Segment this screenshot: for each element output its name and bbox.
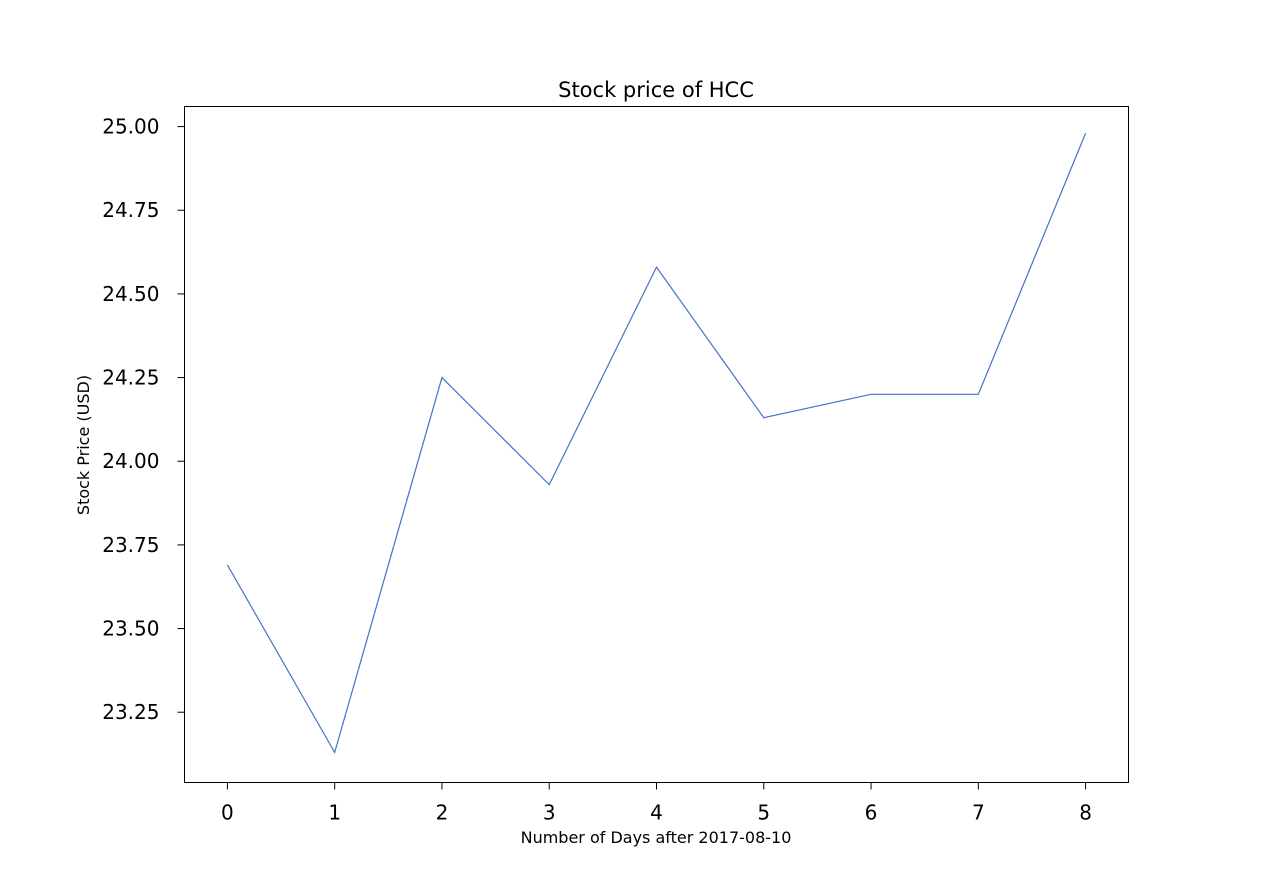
y-tick-label: 24.50 [102, 282, 159, 306]
x-tick-label: 0 [221, 801, 234, 825]
chart-title: Stock price of HCC [558, 78, 754, 102]
y-tick-label: 24.00 [102, 449, 159, 473]
y-tick-label: 25.00 [102, 115, 159, 139]
y-axis-label: Stock Price (USD) [74, 375, 93, 515]
y-tick-label: 23.50 [102, 617, 159, 641]
x-tick-label: 3 [543, 801, 556, 825]
x-tick-label: 1 [328, 801, 341, 825]
y-tick-label: 24.75 [102, 198, 159, 222]
series-line-0 [226, 133, 1087, 754]
x-tick-label: 4 [650, 801, 663, 825]
x-tick-label: 6 [865, 801, 878, 825]
x-axis-label: Number of Days after 2017-08-10 [521, 828, 792, 847]
y-tick-label: 23.75 [102, 533, 159, 557]
y-tick-label: 24.25 [102, 366, 159, 390]
x-tick-label: 2 [436, 801, 449, 825]
y-tick-label: 23.25 [102, 700, 159, 724]
x-tick-label: 7 [972, 801, 985, 825]
x-tick-label: 8 [1079, 801, 1092, 825]
x-axis-ticks: 0 1 2 3 4 5 6 7 8 [221, 782, 1092, 825]
x-tick-label: 5 [757, 801, 770, 825]
y-axis-ticks: 23.25 23.50 23.75 24.00 24.25 24.50 24.75 25.00 [102, 115, 185, 724]
series-layer [226, 133, 1087, 754]
